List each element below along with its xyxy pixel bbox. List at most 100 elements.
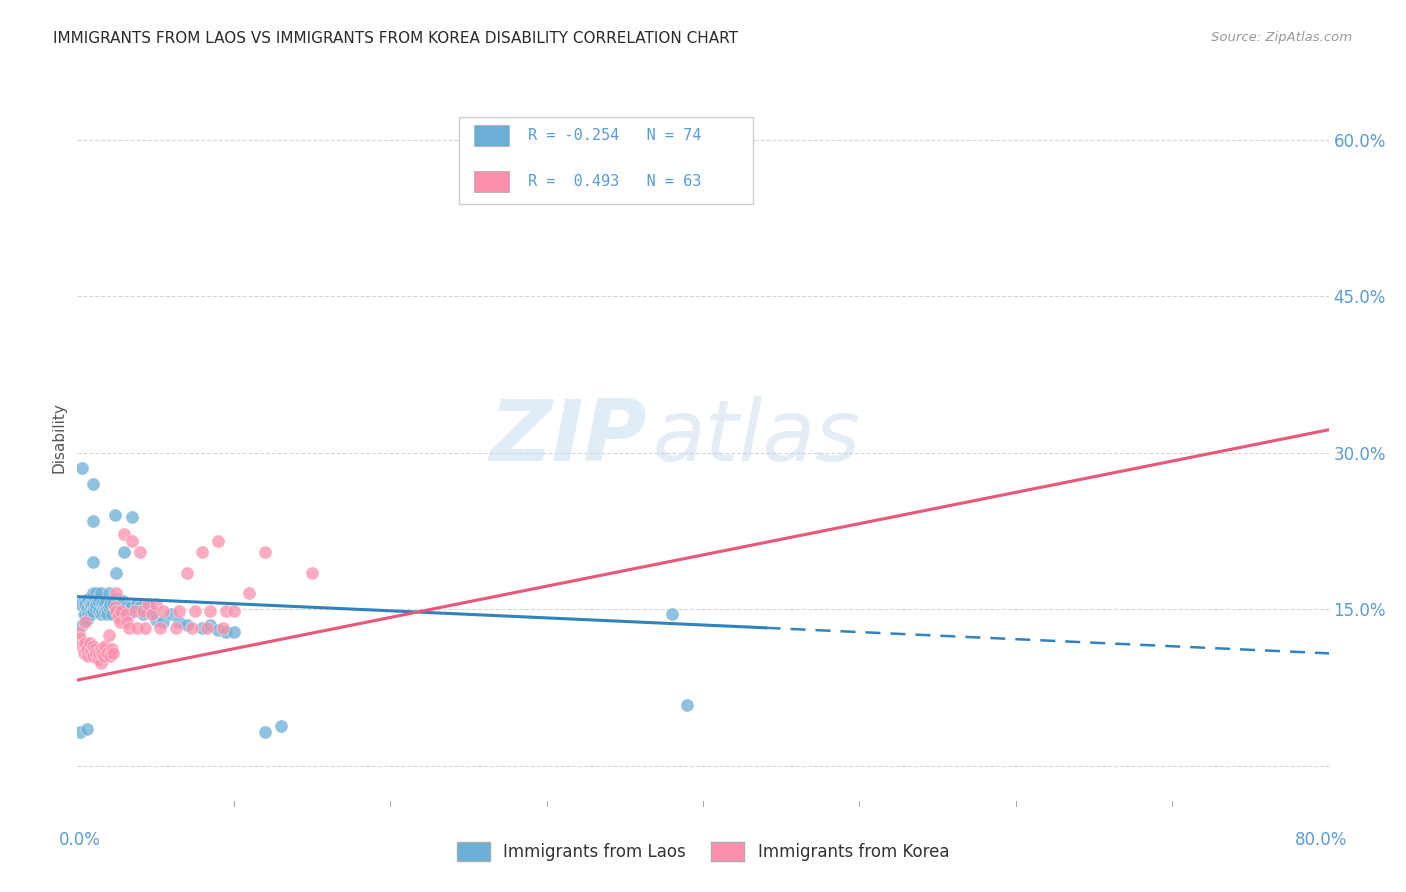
Point (110, 607, 132, 622)
Point (167, 615, 190, 629)
Point (141, 607, 163, 622)
Point (129, 600, 152, 615)
Text: R = -0.254   N = 74: R = -0.254 N = 74 (527, 128, 702, 144)
Point (98, 597, 121, 611)
Point (253, 725, 276, 739)
Point (145, 597, 167, 611)
Point (75, 597, 97, 611)
Point (86, 652, 108, 666)
Point (89, 646, 111, 660)
Point (91, 646, 114, 660)
Point (90, 641, 112, 656)
Point (270, 719, 292, 733)
Point (134, 621, 156, 635)
Point (107, 591, 129, 606)
Point (183, 604, 205, 618)
Point (118, 607, 141, 622)
Point (253, 545, 276, 559)
Point (152, 615, 174, 629)
Point (97, 628, 120, 642)
Y-axis label: Disability: Disability (52, 401, 67, 473)
Point (72, 646, 94, 660)
Point (84, 646, 107, 660)
Point (105, 566, 128, 580)
Point (90, 607, 112, 622)
Point (75, 635, 97, 649)
Point (111, 594, 134, 608)
FancyBboxPatch shape (458, 117, 754, 204)
Point (132, 604, 155, 618)
Point (76, 602, 98, 616)
Point (176, 617, 198, 632)
Point (79, 602, 101, 616)
Point (93, 600, 115, 615)
Point (77, 648, 100, 663)
Point (89, 590, 111, 604)
Point (69, 597, 91, 611)
Point (96, 607, 118, 622)
Point (100, 641, 122, 656)
Point (215, 604, 238, 618)
Point (121, 510, 143, 524)
Point (301, 566, 323, 580)
Point (104, 508, 127, 523)
Point (207, 534, 229, 549)
Text: ZIP: ZIP (489, 395, 647, 479)
Point (91, 597, 114, 611)
Point (79, 597, 101, 611)
Point (94, 604, 117, 618)
Point (195, 621, 218, 635)
Text: 80.0%: 80.0% (1295, 831, 1347, 849)
Point (136, 600, 159, 615)
Point (96, 602, 118, 616)
Point (180, 621, 202, 635)
Point (222, 625, 245, 640)
Point (117, 615, 139, 629)
Point (132, 607, 155, 622)
Point (75, 607, 97, 622)
Point (104, 600, 127, 615)
Point (80, 597, 103, 611)
Point (125, 597, 148, 611)
Point (114, 607, 136, 622)
Point (100, 607, 122, 622)
Point (129, 545, 152, 559)
Point (76, 613, 98, 627)
Point (82, 597, 104, 611)
Point (69, 725, 91, 739)
Point (661, 607, 683, 622)
Point (105, 586, 128, 600)
Point (191, 621, 214, 635)
Point (152, 604, 174, 618)
Point (69, 632, 91, 646)
Point (82, 604, 104, 618)
Point (676, 698, 699, 712)
Point (94, 597, 117, 611)
Point (238, 586, 260, 600)
Point (108, 600, 131, 615)
Text: R =  0.493   N = 63: R = 0.493 N = 63 (527, 174, 702, 189)
Point (141, 604, 163, 618)
Point (136, 597, 159, 611)
Point (200, 617, 222, 632)
Text: atlas: atlas (652, 395, 860, 479)
Point (149, 621, 172, 635)
Legend: Immigrants from Laos, Immigrants from Korea: Immigrants from Laos, Immigrants from Ko… (450, 835, 956, 868)
Point (211, 621, 233, 635)
Point (207, 623, 229, 637)
Point (76, 641, 98, 656)
Point (90, 586, 112, 600)
Point (84, 597, 107, 611)
Point (125, 621, 148, 635)
Point (82, 586, 104, 600)
Point (215, 625, 238, 640)
Point (167, 604, 190, 618)
Point (117, 604, 139, 618)
Point (160, 607, 183, 622)
Point (70, 461, 93, 475)
Point (131, 604, 153, 618)
Point (176, 566, 198, 580)
Point (70, 617, 93, 632)
Point (84, 586, 107, 600)
Text: IMMIGRANTS FROM LAOS VS IMMIGRANTS FROM KOREA DISABILITY CORRELATION CHART: IMMIGRANTS FROM LAOS VS IMMIGRANTS FROM … (53, 31, 738, 46)
